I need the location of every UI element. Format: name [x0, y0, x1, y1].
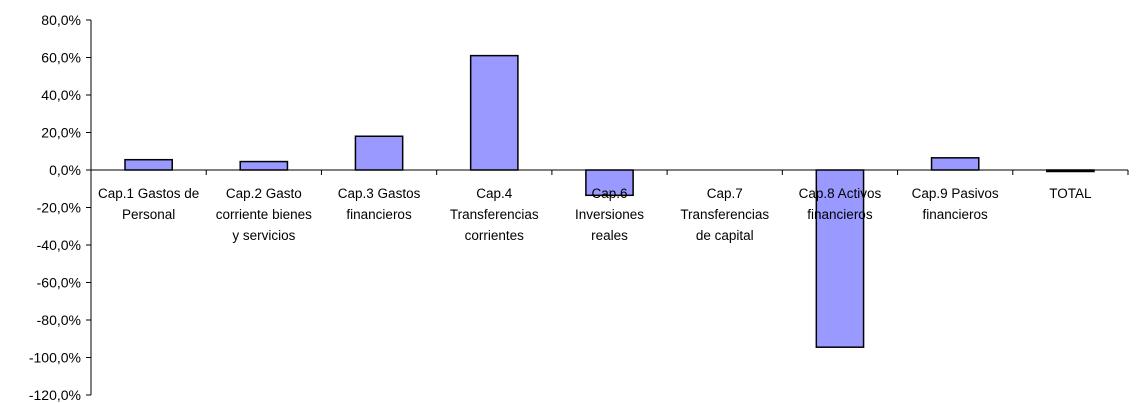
category-label: TOTAL [1049, 186, 1092, 201]
x-axis [90, 169, 1129, 175]
bar-4 [469, 54, 519, 171]
category-label-line: financieros [923, 207, 989, 222]
category-label: Cap.1 Gastos de Personal [98, 186, 199, 222]
y-tick-label: 80,0% [41, 12, 81, 28]
category-labels: Cap.1 Gastos de Personal Cap.2 Gasto corrie… [98, 186, 1092, 243]
category-label-line: de capital [696, 228, 754, 243]
category-label-line: Cap.8 Activos [799, 186, 882, 201]
category-label-line: Cap.9 Pasivos [912, 186, 999, 201]
category-label-line: financieros [346, 207, 412, 222]
bar-8 [930, 157, 980, 171]
y-axis: 80,0% 60,0% 40,0% 20,0% 0,0% -20,0% -40,0% -60,… [29, 12, 92, 403]
bars [124, 54, 1095, 348]
category-label-line: Inversiones [575, 207, 644, 222]
category-label-line: corriente bienes [216, 207, 312, 222]
category-label: Cap.7 Transferencias de capital [680, 186, 769, 243]
y-tick-label: -120,0% [29, 387, 81, 403]
category-label-line: corrientes [465, 228, 525, 243]
category-label: Cap.3 Gastos financieros [338, 186, 421, 222]
y-tick-label: -20,0% [37, 200, 81, 216]
category-label: Cap.2 Gasto corriente bienes y servicios [216, 186, 312, 243]
y-tick-label: -60,0% [37, 275, 81, 291]
category-label-line: Personal [122, 207, 175, 222]
y-tick-label: 40,0% [41, 87, 81, 103]
y-tick-label: 20,0% [41, 125, 81, 141]
y-tick-label: 60,0% [41, 50, 81, 66]
category-label-line: Cap.4 [476, 186, 513, 201]
bar-1 [124, 158, 173, 171]
category-label: Cap.8 Activos financieros [799, 186, 882, 222]
y-tick-label: -80,0% [37, 312, 81, 328]
bar-3 [354, 135, 404, 171]
category-label-line: Cap.6 [591, 186, 627, 201]
y-tick-label: -100,0% [29, 350, 81, 366]
category-label-line: TOTAL [1049, 186, 1092, 201]
category-label-line: financieros [807, 207, 873, 222]
bar-5 [585, 169, 634, 197]
category-label-line: Transferencias [450, 207, 539, 222]
category-label-line: Cap.1 Gastos de [98, 186, 199, 201]
category-label-line: y servicios [232, 228, 295, 243]
category-label: Cap.4 Transferencias corrientes [450, 186, 539, 243]
category-label-line: Cap.7 [707, 186, 743, 201]
category-label-line: Cap.2 Gasto [226, 186, 302, 201]
category-label-line: Transferencias [680, 207, 769, 222]
category-label: Cap.6 Inversiones reales [575, 186, 644, 243]
category-label: Cap.9 Pasivos financieros [912, 186, 999, 222]
category-label-line: Cap.3 Gastos [338, 186, 421, 201]
y-tick-label: -40,0% [37, 237, 81, 253]
category-label-line: reales [591, 228, 628, 243]
y-tick-label: 0,0% [49, 162, 81, 178]
bar-2 [239, 160, 289, 171]
